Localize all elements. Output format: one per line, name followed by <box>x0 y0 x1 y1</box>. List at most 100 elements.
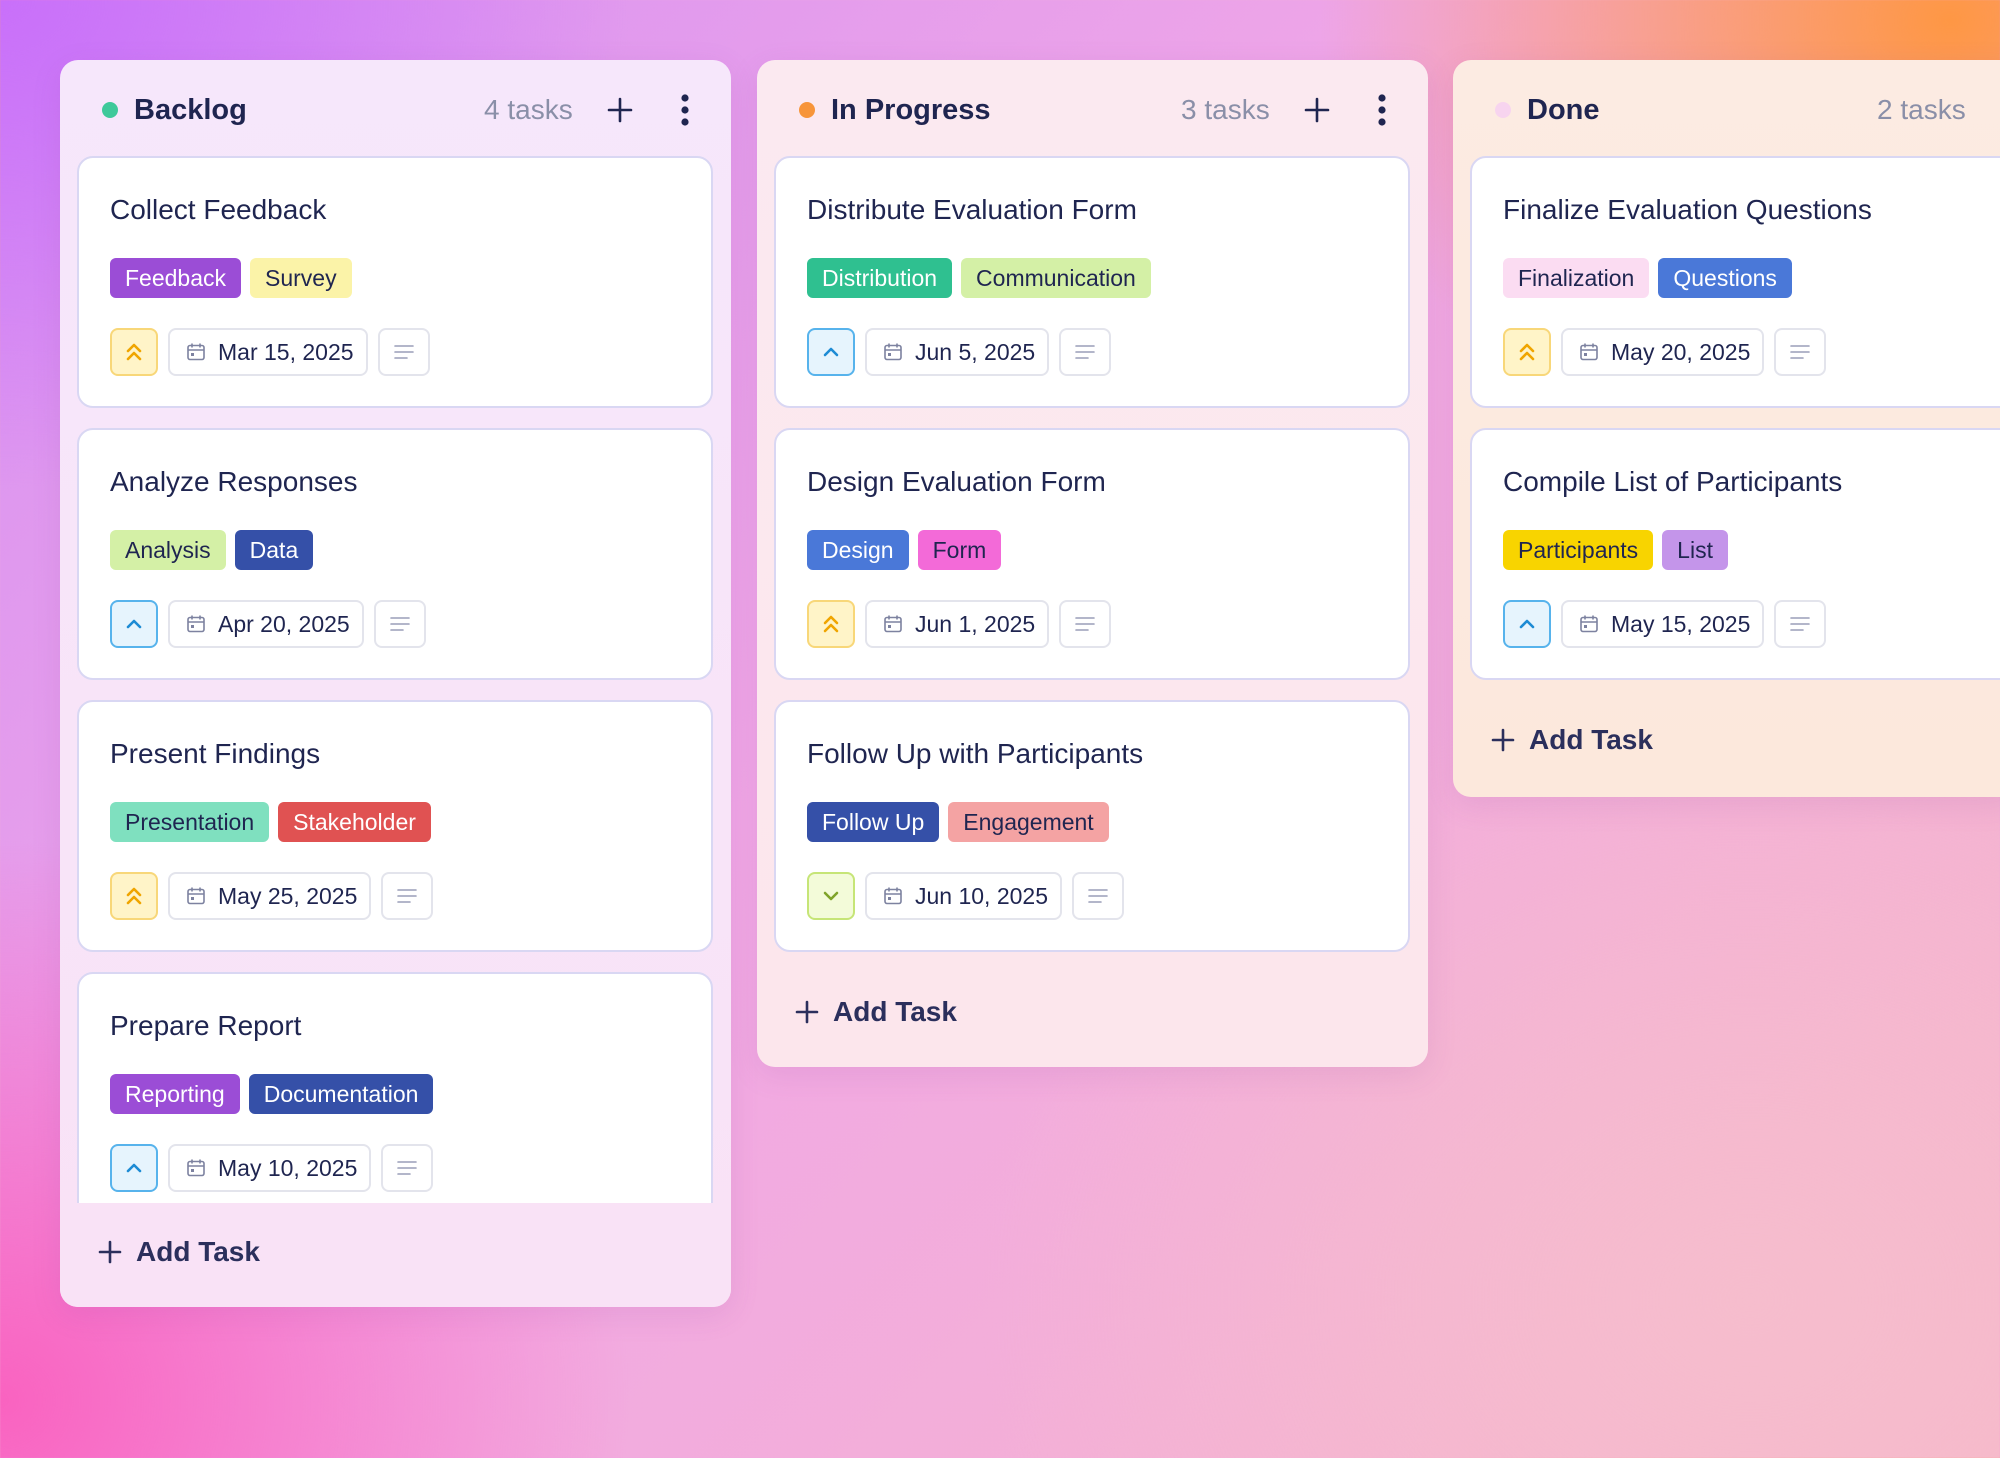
due-date-button[interactable]: Jun 10, 2025 <box>865 872 1063 920</box>
chevron-down-icon <box>823 891 839 901</box>
due-date-button[interactable]: Jun 1, 2025 <box>865 600 1050 648</box>
calendar-icon <box>187 343 205 361</box>
due-date-button[interactable]: Mar 15, 2025 <box>168 328 368 376</box>
plus-icon <box>607 97 633 123</box>
calendar-icon <box>1580 343 1598 361</box>
add-task-icon-button[interactable] <box>1297 90 1337 130</box>
due-date: Apr 20, 2025 <box>218 610 350 637</box>
due-date-button[interactable]: May 25, 2025 <box>168 872 372 920</box>
due-date-button[interactable]: Apr 20, 2025 <box>168 600 364 648</box>
task-card[interactable]: Prepare Report Reporting Documentation M… <box>77 972 713 1224</box>
task-title: Collect Feedback <box>110 194 327 225</box>
plus-icon <box>98 1240 122 1264</box>
kebab-menu-icon <box>1378 94 1386 126</box>
plus-icon <box>795 1000 819 1024</box>
task-title: Follow Up with Participants <box>807 738 1144 769</box>
column-menu-button[interactable] <box>670 90 700 130</box>
add-task-label: Add Task <box>1529 724 1653 755</box>
notes-button[interactable] <box>381 872 434 920</box>
task-card[interactable]: Design Evaluation Form Design Form Jun 1… <box>774 428 1410 680</box>
due-date: Mar 15, 2025 <box>218 338 354 365</box>
task-card[interactable]: Analyze Responses Analysis Data Apr 20, … <box>77 428 713 680</box>
priority-medium-button[interactable] <box>1503 600 1551 648</box>
task-title: Finalize Evaluation Questions <box>1503 194 1872 225</box>
task-card[interactable]: Follow Up with Participants Follow Up En… <box>774 700 1410 952</box>
calendar-icon <box>884 615 902 633</box>
task-title: Distribute Evaluation Form <box>807 194 1137 225</box>
double-chevron-up-icon <box>1519 343 1535 361</box>
priority-high-button[interactable] <box>110 872 158 920</box>
tag: List <box>1662 530 1728 570</box>
chevron-up-icon <box>126 1163 142 1173</box>
notes-button[interactable] <box>381 1144 434 1192</box>
notes-button[interactable] <box>373 600 426 648</box>
notes-button[interactable] <box>1774 328 1827 376</box>
column-header: Done 2 tasks <box>1453 60 2000 156</box>
column-header: In Progress 3 tasks <box>757 60 1428 156</box>
add-task-button[interactable]: Add Task <box>98 1232 260 1272</box>
tag: Communication <box>961 258 1151 298</box>
task-card[interactable]: Compile List of Participants Participant… <box>1470 428 2000 680</box>
tag: Finalization <box>1503 258 1650 298</box>
double-chevron-up-icon <box>823 615 839 633</box>
task-card[interactable]: Present Findings Presentation Stakeholde… <box>77 700 713 952</box>
notes-lines-icon <box>1088 889 1108 903</box>
column-title: Done <box>1527 94 1600 126</box>
tag: Stakeholder <box>278 802 431 842</box>
column-header: Backlog 4 tasks <box>60 60 731 156</box>
due-date: May 20, 2025 <box>1611 338 1751 365</box>
calendar-icon <box>884 887 902 905</box>
add-task-button[interactable]: Add Task <box>795 992 957 1032</box>
double-chevron-up-icon <box>126 887 142 905</box>
priority-medium-button[interactable] <box>110 1144 158 1192</box>
task-card[interactable]: Collect Feedback Feedback Survey Mar 15,… <box>77 156 713 408</box>
column-menu-button[interactable] <box>1367 90 1397 130</box>
notes-lines-icon <box>1075 345 1096 359</box>
tag: Reporting <box>110 1074 240 1114</box>
task-title: Prepare Report <box>110 1010 302 1041</box>
priority-low-button[interactable] <box>807 872 855 920</box>
task-card[interactable]: Finalize Evaluation Questions Finalizati… <box>1470 156 2000 408</box>
priority-high-button[interactable] <box>807 600 855 648</box>
due-date-button[interactable]: May 15, 2025 <box>1561 600 1765 648</box>
priority-medium-button[interactable] <box>807 328 855 376</box>
due-date: May 15, 2025 <box>1611 610 1751 637</box>
priority-high-button[interactable] <box>1503 328 1551 376</box>
priority-high-button[interactable] <box>110 328 158 376</box>
notes-button[interactable] <box>377 328 430 376</box>
tag: Distribution <box>807 258 953 298</box>
plus-icon <box>1304 97 1330 123</box>
column-done: Done 2 tasks Finalize Evaluation Questio… <box>1453 60 2000 797</box>
kebab-menu-icon <box>681 94 689 126</box>
calendar-icon <box>187 615 205 633</box>
notes-lines-icon <box>393 345 414 359</box>
due-date: May 25, 2025 <box>218 882 358 909</box>
add-task-label: Add Task <box>833 996 957 1027</box>
due-date-button[interactable]: May 20, 2025 <box>1561 328 1765 376</box>
notes-button[interactable] <box>1059 328 1112 376</box>
add-task-button[interactable]: Add Task <box>1491 720 1653 760</box>
notes-button[interactable] <box>1774 600 1827 648</box>
notes-lines-icon <box>389 617 410 631</box>
priority-medium-button[interactable] <box>110 600 158 648</box>
notes-lines-icon <box>1790 617 1811 631</box>
due-date-button[interactable]: May 10, 2025 <box>168 1144 372 1192</box>
task-title: Present Findings <box>110 738 321 769</box>
double-chevron-up-icon <box>126 343 142 361</box>
due-date-button[interactable]: Jun 5, 2025 <box>865 328 1050 376</box>
status-dot <box>799 102 815 118</box>
notes-button[interactable] <box>1059 600 1112 648</box>
due-date: Jun 1, 2025 <box>915 610 1036 637</box>
chevron-up-icon <box>1519 619 1535 629</box>
tag: Form <box>917 530 1002 570</box>
add-task-icon-button[interactable] <box>600 90 640 130</box>
due-date: Jun 10, 2025 <box>915 882 1049 909</box>
task-count: 4 tasks <box>484 94 573 125</box>
notes-lines-icon <box>1075 617 1096 631</box>
chevron-up-icon <box>823 347 839 357</box>
notes-button[interactable] <box>1072 872 1125 920</box>
task-card[interactable]: Distribute Evaluation Form Distribution … <box>774 156 1410 408</box>
column-title: In Progress <box>831 94 991 126</box>
column-footer <box>60 1203 731 1307</box>
plus-icon <box>1491 728 1515 752</box>
